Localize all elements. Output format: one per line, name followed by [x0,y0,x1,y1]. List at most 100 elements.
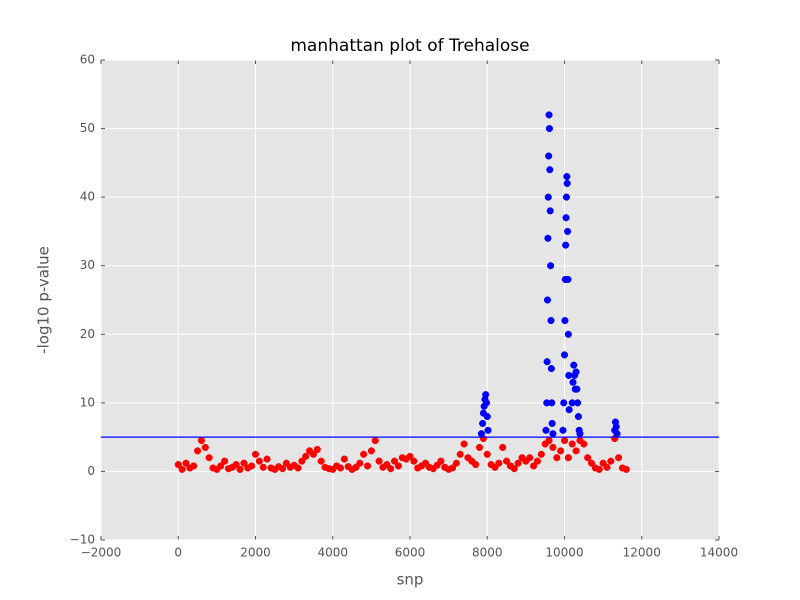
point [484,426,492,434]
y-axis-label: -log10 p-value [35,246,53,354]
point [452,459,460,467]
point [546,166,554,174]
point [356,459,364,467]
point [533,457,542,465]
point [547,317,555,325]
point [367,447,375,455]
point [563,173,571,181]
point [336,464,345,472]
point [572,447,580,455]
point [564,454,572,462]
point [542,426,550,434]
point [545,152,553,160]
point [479,419,487,427]
point [294,464,302,472]
point [194,447,202,455]
point [472,461,480,469]
point [574,413,582,421]
point [205,454,213,462]
point [248,462,256,470]
point [570,361,578,369]
point [537,450,545,458]
point [371,437,379,445]
point [576,430,584,438]
point [549,443,557,451]
point [543,358,551,366]
point [548,399,556,407]
point [587,459,596,467]
x-tick-label: 4000 [317,546,348,560]
point [526,454,534,462]
point [564,227,572,235]
x-tick-label: 8000 [472,546,503,560]
point [499,443,507,451]
point [584,454,592,462]
y-tick-label: 40 [80,190,95,204]
y-tick-label: −10 [70,533,95,547]
point [548,419,556,427]
point [560,351,569,359]
point [483,450,491,458]
point [221,457,229,465]
point [560,437,569,445]
point [410,457,418,465]
point [562,214,570,222]
point [543,296,552,304]
point [580,440,588,448]
point [544,234,552,242]
point [255,457,263,465]
chart-title: manhattan plot of Trehalose [290,36,529,56]
point [530,462,538,470]
point [547,262,555,270]
point [544,193,552,201]
point [574,399,582,407]
point [236,465,244,473]
point [568,440,576,448]
point [595,465,603,473]
point [309,450,317,458]
point [201,443,209,451]
point [483,413,491,421]
point [178,465,186,473]
x-tick-label: 14000 [700,546,738,560]
y-tick-label: 10 [80,395,95,409]
point [340,455,348,463]
point [547,365,555,373]
point [278,465,287,473]
point [559,426,567,434]
point [391,457,399,465]
point [363,462,372,470]
point [298,457,306,465]
point [573,385,581,393]
point [460,440,468,448]
point [503,457,511,465]
point [569,378,577,386]
point [182,459,190,467]
point [406,452,414,460]
x-tick-label: 0 [174,546,182,560]
point [259,463,267,471]
point [545,437,553,445]
point [553,454,561,462]
point [437,457,445,465]
point [607,457,615,465]
x-tick-label: 12000 [623,546,661,560]
x-tick-label: 2000 [240,546,271,560]
point [317,457,325,465]
x-tick-label: 6000 [395,546,426,560]
point [603,463,611,471]
y-tick-label: 20 [80,327,95,341]
point [562,193,570,201]
point [561,317,569,325]
y-tick-label: 30 [80,258,95,272]
point [360,450,368,458]
point [302,452,310,460]
point [563,179,571,187]
point [475,443,484,451]
point [510,465,518,473]
point [174,461,182,469]
point [612,423,620,431]
point [482,391,490,399]
point [482,399,491,407]
